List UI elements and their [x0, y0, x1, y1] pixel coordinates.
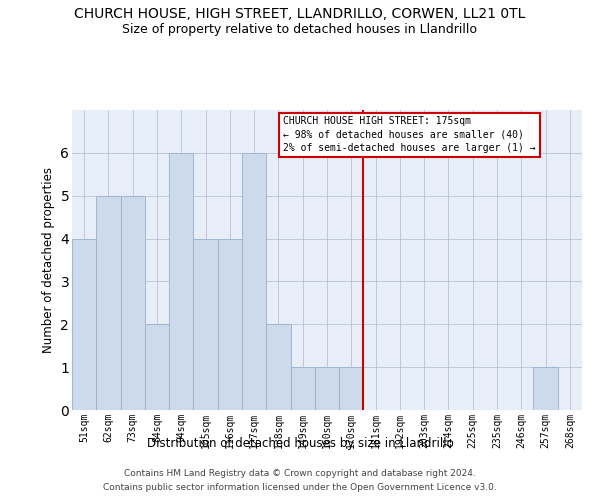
Bar: [266, 324, 290, 410]
Bar: [218, 238, 242, 410]
Text: Size of property relative to detached houses in Llandrillo: Size of property relative to detached ho…: [122, 22, 478, 36]
Y-axis label: Number of detached properties: Number of detached properties: [42, 167, 55, 353]
Bar: [72, 238, 96, 410]
Text: CHURCH HOUSE HIGH STREET: 175sqm
← 98% of detached houses are smaller (40)
2% of: CHURCH HOUSE HIGH STREET: 175sqm ← 98% o…: [283, 116, 536, 153]
Text: CHURCH HOUSE, HIGH STREET, LLANDRILLO, CORWEN, LL21 0TL: CHURCH HOUSE, HIGH STREET, LLANDRILLO, C…: [74, 8, 526, 22]
Bar: [242, 153, 266, 410]
Bar: [96, 196, 121, 410]
Text: Contains public sector information licensed under the Open Government Licence v3: Contains public sector information licen…: [103, 484, 497, 492]
Bar: [145, 324, 169, 410]
Bar: [121, 196, 145, 410]
Text: Contains HM Land Registry data © Crown copyright and database right 2024.: Contains HM Land Registry data © Crown c…: [124, 468, 476, 477]
Text: Distribution of detached houses by size in Llandrillo: Distribution of detached houses by size …: [146, 437, 454, 450]
Bar: [290, 367, 315, 410]
Bar: [315, 367, 339, 410]
Bar: [169, 153, 193, 410]
Bar: [533, 367, 558, 410]
Bar: [339, 367, 364, 410]
Bar: [193, 238, 218, 410]
